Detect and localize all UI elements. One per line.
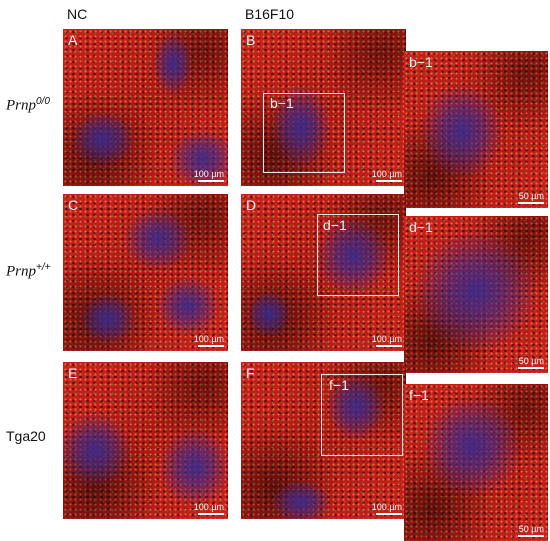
scale-bar: 50 µm <box>518 524 544 537</box>
scale-bar: 100 µm <box>194 334 224 347</box>
micrograph-panel-c: C 100 µm <box>63 194 228 351</box>
tissue-image <box>241 29 406 186</box>
row-label-tga20: Tga20 <box>6 428 46 444</box>
panel-letter: B <box>246 32 256 48</box>
scale-bar: 50 µm <box>518 356 544 369</box>
tissue-image <box>63 29 228 186</box>
panel-letter: C <box>68 197 79 213</box>
tissue-image <box>63 362 228 519</box>
tissue-image <box>241 362 406 519</box>
tissue-image <box>241 194 406 351</box>
tissue-image <box>404 216 548 373</box>
scale-bar: 100 µm <box>372 502 402 515</box>
inset-box-d1 <box>317 214 399 296</box>
tissue-image <box>404 384 548 541</box>
panel-letter: b−1 <box>409 54 433 70</box>
micrograph-panel-e: E 100 µm <box>63 362 228 519</box>
inset-box-b1 <box>263 93 345 173</box>
scale-bar: 100 µm <box>194 169 224 182</box>
panel-letter: E <box>68 365 78 381</box>
tissue-image <box>404 51 548 208</box>
micrograph-panel-b1: b−1 50 µm <box>404 51 548 208</box>
micrograph-panel-f: F f−1 100 µm <box>241 362 406 519</box>
micrograph-panel-f1: f−1 50 µm <box>404 384 548 541</box>
scale-bar: 100 µm <box>372 334 402 347</box>
panel-letter: F <box>246 365 255 381</box>
scale-bar: 50 µm <box>518 191 544 204</box>
micrograph-panel-b: B b−1 100 µm <box>241 29 406 186</box>
tissue-image <box>63 194 228 351</box>
inset-box-label: b−1 <box>270 95 294 111</box>
panel-letter: d−1 <box>409 219 433 235</box>
micrograph-panel-d1: d−1 50 µm <box>404 216 548 373</box>
row-label-prnp-null: Prnp0/0 <box>6 96 50 114</box>
micrograph-panel-a: A 100 µm <box>63 29 228 186</box>
micrograph-panel-d: D d−1 100 µm <box>241 194 406 351</box>
panel-letter: f−1 <box>409 387 429 403</box>
inset-box-label: f−1 <box>329 377 349 393</box>
column-header-b16f10: B16F10 <box>245 6 295 22</box>
panel-letter: A <box>68 32 78 48</box>
column-header-nc: NC <box>67 6 88 22</box>
inset-box-label: d−1 <box>323 217 347 233</box>
scale-bar: 100 µm <box>194 502 224 515</box>
inset-box-f1 <box>321 374 403 456</box>
scale-bar: 100 µm <box>372 169 402 182</box>
row-label-prnp-wt: Prnp+/+ <box>6 262 51 280</box>
panel-letter: D <box>246 197 257 213</box>
